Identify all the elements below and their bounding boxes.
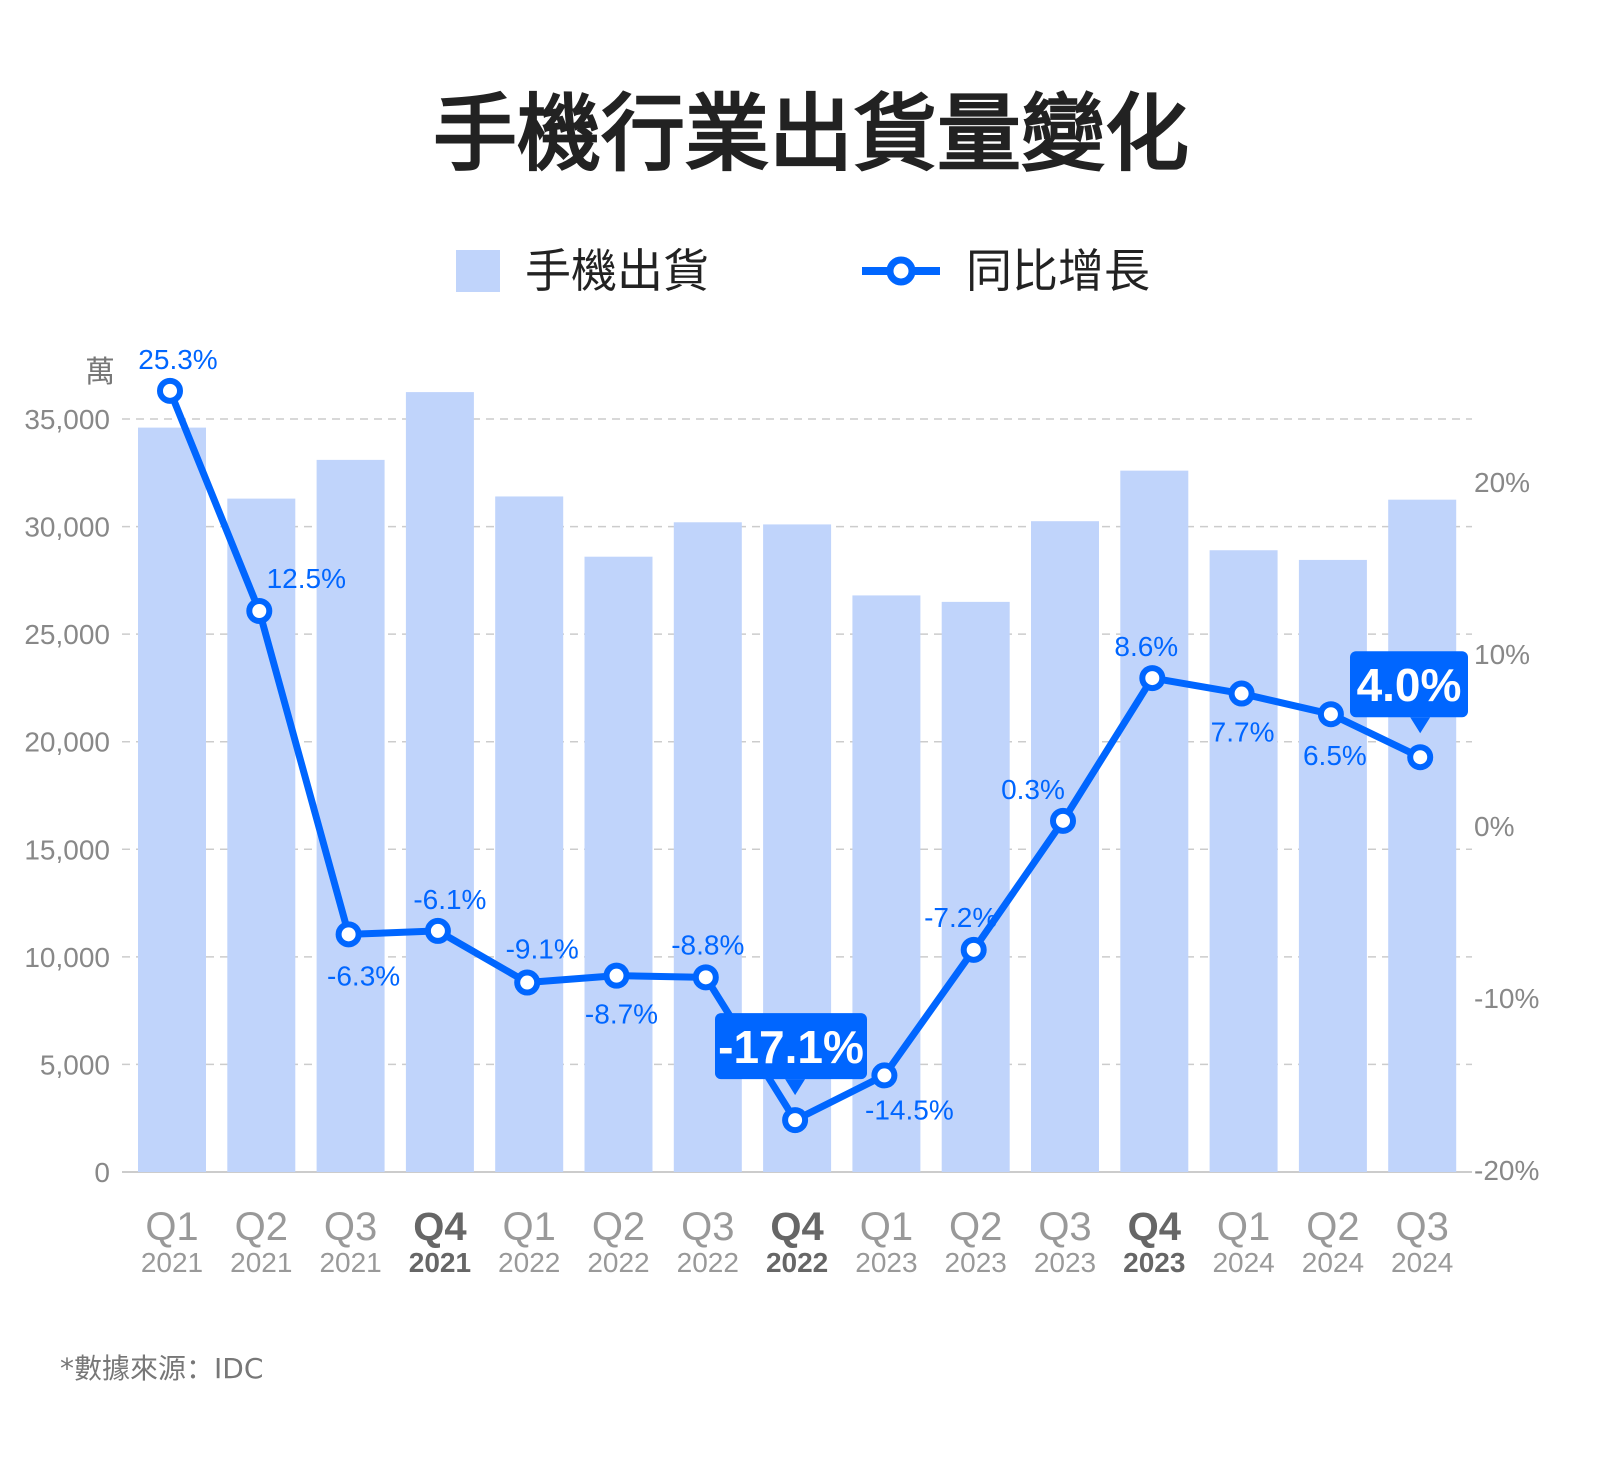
right-tick-label: 20% (1474, 467, 1530, 498)
x-tick-quarter: Q2 (592, 1205, 645, 1249)
yoy-point (1407, 744, 1434, 771)
source-note: *數據來源：IDC (60, 1352, 263, 1385)
yoy-point (424, 917, 451, 944)
yoy-point (603, 962, 630, 989)
yoy-point (335, 921, 362, 948)
left-tick-label: 5,000 (40, 1049, 110, 1080)
callout-pointer (1410, 717, 1431, 734)
bar-q2-2022 (584, 556, 653, 1172)
x-tick-quarter: Q3 (1038, 1205, 1091, 1249)
legend-marker-icon (886, 256, 916, 286)
bar-q3-2021 (316, 459, 385, 1172)
yoy-point (1317, 701, 1344, 728)
yoy-data-label: 7.7% (1211, 717, 1275, 748)
bar-q1-2022 (495, 496, 564, 1172)
yoy-point (157, 377, 183, 404)
bar-q2-2023 (941, 601, 1010, 1172)
left-tick-label: 10,000 (24, 942, 110, 973)
bar-q1-2021 (138, 427, 206, 1172)
x-tick-year: 2024 (1391, 1247, 1453, 1278)
yoy-point (960, 936, 987, 963)
legend: 手機出貨 同比增長 (456, 244, 1150, 298)
right-tick-label: 0% (1474, 811, 1514, 842)
x-tick-year: 2021 (319, 1247, 381, 1278)
x-tick-quarter: Q1 (860, 1205, 913, 1249)
yoy-point (246, 598, 273, 624)
left-axis-unit: 萬 (85, 355, 115, 390)
x-tick-year: 2022 (498, 1247, 560, 1278)
yoy-point (514, 969, 541, 996)
x-tick-quarter: Q4 (413, 1205, 467, 1249)
yoy-data-label: 6.5% (1303, 740, 1367, 771)
yoy-data-label: 8.6% (1114, 631, 1178, 662)
left-tick-label: 35,000 (24, 404, 110, 435)
x-tick-year: 2022 (677, 1247, 739, 1278)
bar-q4-2021 (405, 392, 474, 1172)
yoy-data-label: -6.1% (413, 884, 486, 915)
yoy-data-label: -7.2% (924, 902, 997, 933)
yoy-data-label: 0.3% (1001, 774, 1065, 805)
left-tick-label: 15,000 (24, 834, 110, 865)
chart-title: 手機行業出貨量變化 (433, 85, 1189, 183)
bar-q1-2024 (1209, 550, 1278, 1172)
x-tick-quarter: Q2 (949, 1205, 1002, 1249)
x-tick-year: 2024 (1302, 1247, 1364, 1278)
x-tick-quarter: Q1 (503, 1205, 556, 1249)
yoy-point (1228, 680, 1255, 707)
callout-pointer (785, 1079, 806, 1096)
left-tick-label: 20,000 (24, 727, 110, 758)
yoy-point (1050, 807, 1076, 834)
yoy-point (1139, 665, 1166, 692)
callout-box (1350, 651, 1468, 718)
x-tick-year: 2023 (945, 1247, 1007, 1278)
yoy-data-label: 25.3% (138, 344, 217, 375)
left-tick-label: 0 (94, 1157, 110, 1188)
left-tick-label: 25,000 (24, 619, 110, 650)
callout-box (715, 1013, 867, 1080)
x-tick-year: 2021 (230, 1247, 292, 1278)
right-tick-label: -10% (1474, 983, 1539, 1014)
yoy-point (692, 964, 719, 991)
yoy-data-label: -8.7% (585, 999, 658, 1030)
x-tick-year: 2023 (855, 1247, 917, 1278)
x-tick-quarter: Q3 (324, 1205, 377, 1249)
legend-label-shipments: 手機出貨 (525, 244, 709, 298)
x-tick-year: 2023 (1034, 1247, 1096, 1278)
x-tick-quarter: Q4 (770, 1205, 824, 1249)
x-tick-year: 2021 (141, 1247, 203, 1278)
yoy-data-label: -14.5% (865, 1094, 954, 1125)
callout-label: 4.0% (1357, 659, 1462, 711)
x-tick-quarter: Q1 (145, 1205, 198, 1249)
x-tick-quarter: Q3 (1396, 1205, 1449, 1249)
yoy-data-label: 12.5% (267, 563, 346, 594)
x-tick-year: 2021 (409, 1247, 471, 1278)
left-tick-label: 30,000 (24, 512, 110, 543)
x-tick-year: 2022 (587, 1247, 649, 1278)
x-tick-year: 2024 (1212, 1247, 1274, 1278)
x-tick-year: 2023 (1123, 1247, 1185, 1278)
x-tick-quarter: Q1 (1217, 1205, 1270, 1249)
right-tick-label: 10% (1474, 639, 1530, 670)
callout-label: -17.1% (718, 1021, 864, 1073)
x-tick-year: 2022 (766, 1247, 828, 1278)
x-tick-quarter: Q2 (235, 1205, 288, 1249)
yoy-data-label: -9.1% (506, 934, 579, 965)
x-tick-quarter: Q4 (1128, 1205, 1182, 1249)
legend-bar-swatch (456, 250, 500, 292)
bar-q4-2023 (1120, 470, 1189, 1172)
yoy-point (871, 1062, 898, 1089)
x-tick-quarter: Q2 (1306, 1205, 1359, 1249)
yoy-data-label: -8.8% (671, 929, 744, 960)
yoy-point (782, 1107, 809, 1134)
yoy-data-label: -6.3% (327, 960, 400, 991)
right-tick-label: -20% (1474, 1155, 1539, 1186)
bar-q3-2024 (1388, 499, 1457, 1172)
legend-label-yoy: 同比增長 (966, 244, 1150, 298)
x-tick-quarter: Q3 (681, 1205, 734, 1249)
